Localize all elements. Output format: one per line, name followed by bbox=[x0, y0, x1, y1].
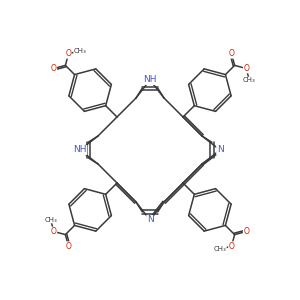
Text: NH: NH bbox=[73, 146, 87, 154]
Text: CH₃: CH₃ bbox=[243, 77, 256, 83]
Text: O: O bbox=[229, 49, 235, 58]
Text: O: O bbox=[243, 227, 249, 236]
Text: CH₃: CH₃ bbox=[214, 246, 226, 252]
Text: O: O bbox=[65, 49, 71, 58]
Text: CH₃: CH₃ bbox=[74, 48, 86, 54]
Text: O: O bbox=[229, 242, 235, 251]
Text: CH₃: CH₃ bbox=[44, 217, 57, 223]
Text: N: N bbox=[217, 146, 224, 154]
Text: O: O bbox=[243, 64, 249, 73]
Text: NH: NH bbox=[143, 76, 157, 85]
Text: N: N bbox=[147, 215, 153, 224]
Text: O: O bbox=[51, 227, 57, 236]
Text: O: O bbox=[65, 242, 71, 251]
Text: O: O bbox=[51, 64, 57, 73]
